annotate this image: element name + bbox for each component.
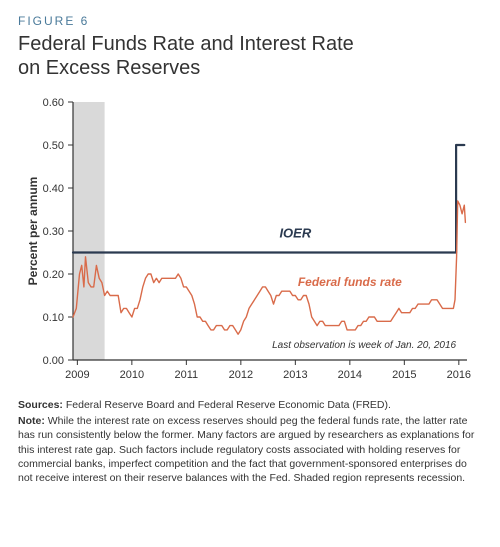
annotation-ioer: IOER (279, 225, 311, 240)
y-tick-label: 0.50 (43, 140, 64, 152)
title-line-2: on Excess Reserves (18, 57, 200, 79)
y-tick-label: 0.60 (43, 97, 64, 109)
x-tick-label: 2015 (392, 369, 416, 381)
y-tick-label: 0.30 (43, 226, 64, 238)
y-tick-label: 0.00 (43, 355, 64, 367)
y-tick-label: 0.10 (43, 312, 64, 324)
note-label: Note: (18, 415, 45, 427)
x-tick-label: 2014 (338, 369, 362, 381)
y-tick-label: 0.40 (43, 183, 64, 195)
x-tick-label: 2016 (447, 369, 471, 381)
chart-svg: 0.00 0.10 0.20 0.30 0.40 0.50 0.60 2009 2010 2011… (23, 90, 477, 390)
recession-band (73, 102, 105, 360)
sources-text: Federal Reserve Board and Federal Reserv… (63, 399, 391, 411)
x-tick-label: 2010 (120, 369, 144, 381)
sources-label: Sources: (18, 399, 63, 411)
x-tick-label: 2009 (65, 369, 89, 381)
series-ffr (73, 201, 465, 334)
y-tick-label: 0.20 (43, 269, 64, 281)
title-line-1: Federal Funds Rate and Interest Rate (18, 33, 354, 55)
annotation-ffr: Federal funds rate (298, 275, 402, 289)
series-ioer (73, 145, 464, 253)
y-axis-label: Percent per annum (26, 177, 40, 286)
annotation-last-observation: Last observation is week of Jan. 20, 201… (272, 340, 456, 351)
x-tick-label: 2012 (229, 369, 253, 381)
note-block: Note: While the interest rate on excess … (18, 414, 482, 485)
sources-line: Sources: Federal Reserve Board and Feder… (18, 398, 482, 412)
note-text: While the interest rate on excess reserv… (18, 415, 474, 484)
chart-title: Federal Funds Rate and Interest Rate on … (18, 32, 482, 80)
x-tick-label: 2011 (175, 369, 199, 381)
x-tick-label: 2013 (283, 369, 307, 381)
figure-label: FIGURE 6 (18, 14, 482, 28)
